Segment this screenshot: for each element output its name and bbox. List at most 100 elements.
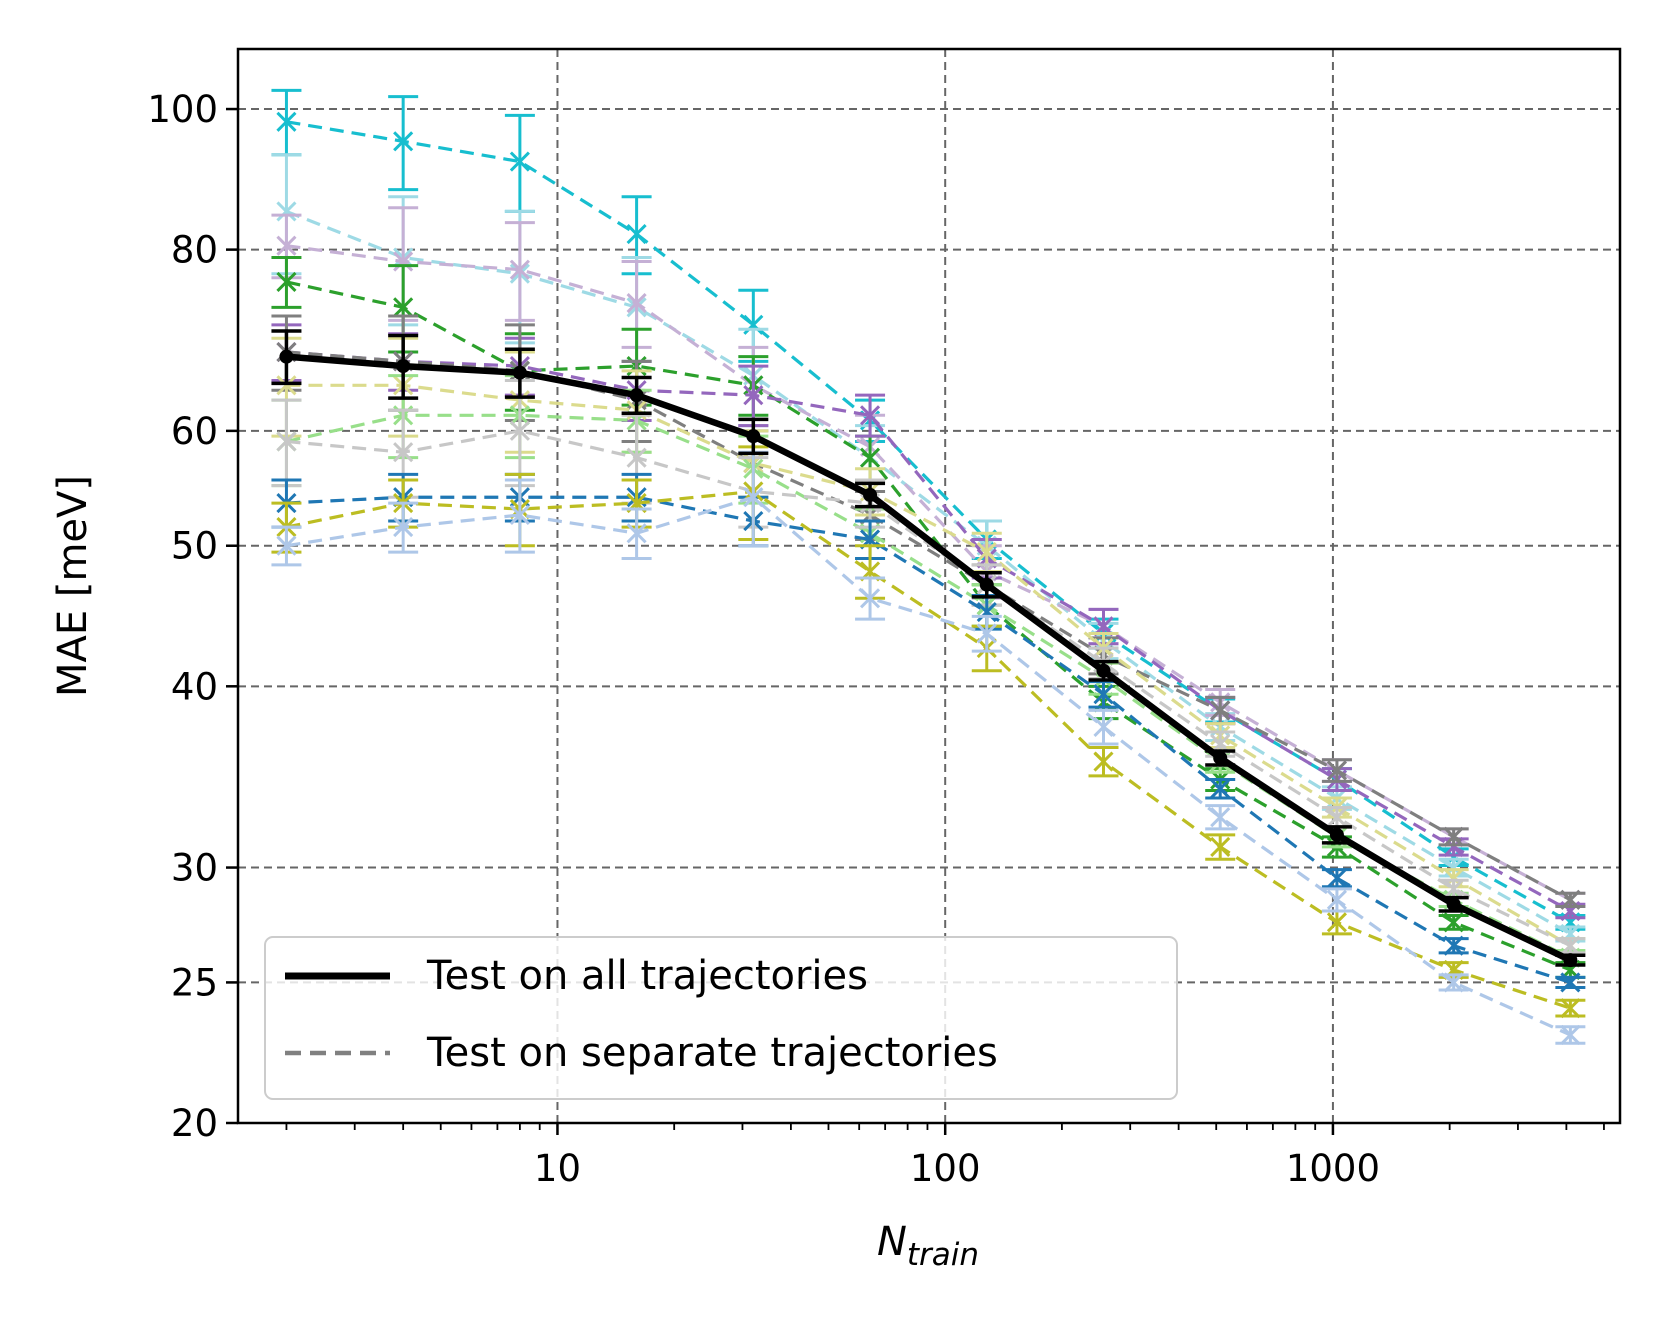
- data-point: [1443, 878, 1464, 899]
- data-point: [393, 442, 414, 463]
- data-point: [859, 588, 881, 609]
- data-point: [393, 251, 414, 272]
- x-axis-label: Ntrain: [877, 1219, 979, 1273]
- data-point: [512, 365, 527, 380]
- y-tick-label: 80: [171, 229, 218, 272]
- y-tick-label: 25: [171, 961, 218, 1004]
- data-point: [976, 542, 997, 563]
- y-tick-label: 30: [171, 847, 218, 890]
- x-tick-label: 1000: [1286, 1147, 1380, 1190]
- data-point: [276, 111, 297, 132]
- data-point: [1326, 807, 1347, 828]
- legend-label-all: Test on all trajectories: [426, 953, 868, 999]
- series-light-blue: [271, 450, 1586, 1046]
- y-tick-label: 40: [171, 665, 218, 708]
- data-point: [976, 623, 997, 644]
- legend-box: [264, 936, 1178, 1100]
- y-axis-label: MAE [meV]: [50, 475, 96, 697]
- main-series-line: [286, 353, 1572, 964]
- data-point: [276, 431, 297, 452]
- data-point: [1093, 716, 1114, 738]
- y-tick-label: 20: [171, 1102, 218, 1145]
- data-point: [276, 535, 297, 556]
- data-point: [276, 375, 297, 396]
- x-tick-labels: 10 100 1000: [534, 1147, 1380, 1190]
- series-line: [286, 244, 1572, 902]
- data-point: [746, 429, 761, 444]
- data-point: [1446, 897, 1461, 912]
- data-point: [1443, 912, 1464, 933]
- data-point: [1213, 750, 1228, 765]
- data-point: [1093, 684, 1114, 705]
- main-series-layer: [271, 329, 1586, 968]
- series-line: [286, 383, 1572, 948]
- data-point: [1443, 935, 1464, 956]
- plot-frame: [236, 47, 1622, 1125]
- y-tick-labels: 20 25 30 40 50 60 80 100: [147, 88, 218, 1145]
- data-point: [1210, 836, 1231, 857]
- series-line: [286, 280, 1571, 972]
- data-point: [1560, 889, 1581, 910]
- data-point: [1563, 953, 1578, 968]
- data-point: [1210, 807, 1231, 828]
- data-point: [626, 224, 647, 245]
- y-tick-label: 50: [171, 525, 218, 568]
- series-line: [286, 495, 1572, 1037]
- series-line: [286, 350, 1572, 902]
- series-line: [286, 489, 1571, 1010]
- data-point: [1560, 972, 1581, 993]
- data-point: [1326, 889, 1347, 910]
- data-point: [1329, 827, 1344, 842]
- data-point: [1560, 935, 1581, 956]
- data-point: [743, 385, 764, 406]
- data-point: [626, 447, 647, 468]
- data-point: [509, 259, 530, 280]
- data-point: [629, 388, 644, 403]
- data-point: [1210, 778, 1231, 799]
- y-tick-label: 60: [171, 410, 218, 453]
- data-point: [743, 487, 764, 508]
- data-point: [1326, 868, 1347, 889]
- y-tick-label: 100: [147, 88, 218, 131]
- x-tick-label: 100: [910, 1147, 981, 1190]
- data-point: [1560, 998, 1581, 1019]
- data-point: [393, 297, 414, 318]
- data-point: [276, 201, 297, 222]
- data-point: [1210, 700, 1231, 721]
- data-point: [1443, 972, 1464, 993]
- data-point: [509, 420, 530, 441]
- data-point: [863, 487, 878, 502]
- data-point: [393, 517, 414, 538]
- data-point: [393, 131, 414, 152]
- data-point: [976, 602, 997, 623]
- data-point: [279, 349, 294, 364]
- data-point: [859, 447, 881, 468]
- series-all-trajectories: [271, 329, 1586, 968]
- x-tick-label: 10: [534, 1147, 581, 1190]
- data-point: [396, 359, 411, 374]
- data-point: [1096, 663, 1111, 678]
- data-point: [743, 314, 764, 335]
- legend: Test on all trajectories Test on separat…: [264, 936, 1178, 1100]
- data-point: [509, 151, 530, 172]
- ticks: [226, 107, 1605, 1135]
- data-point: [1443, 826, 1464, 847]
- data-point: [1326, 760, 1347, 781]
- data-point: [626, 523, 647, 544]
- data-point: [979, 577, 994, 592]
- x-axis-label-subscript: train: [907, 1237, 979, 1273]
- x-axis-label-main: N: [877, 1219, 907, 1265]
- data-point: [1326, 912, 1347, 933]
- series-line: [285, 209, 1572, 936]
- legend-label-separate: Test on separate trajectories: [426, 1030, 998, 1076]
- data-point: [276, 271, 297, 293]
- data-point: [626, 292, 647, 314]
- data-point: [859, 405, 881, 426]
- data-point: [1560, 1024, 1581, 1046]
- data-point: [1093, 751, 1114, 772]
- series-line: [286, 350, 1572, 913]
- data-point: [509, 504, 530, 526]
- data-point: [276, 235, 297, 256]
